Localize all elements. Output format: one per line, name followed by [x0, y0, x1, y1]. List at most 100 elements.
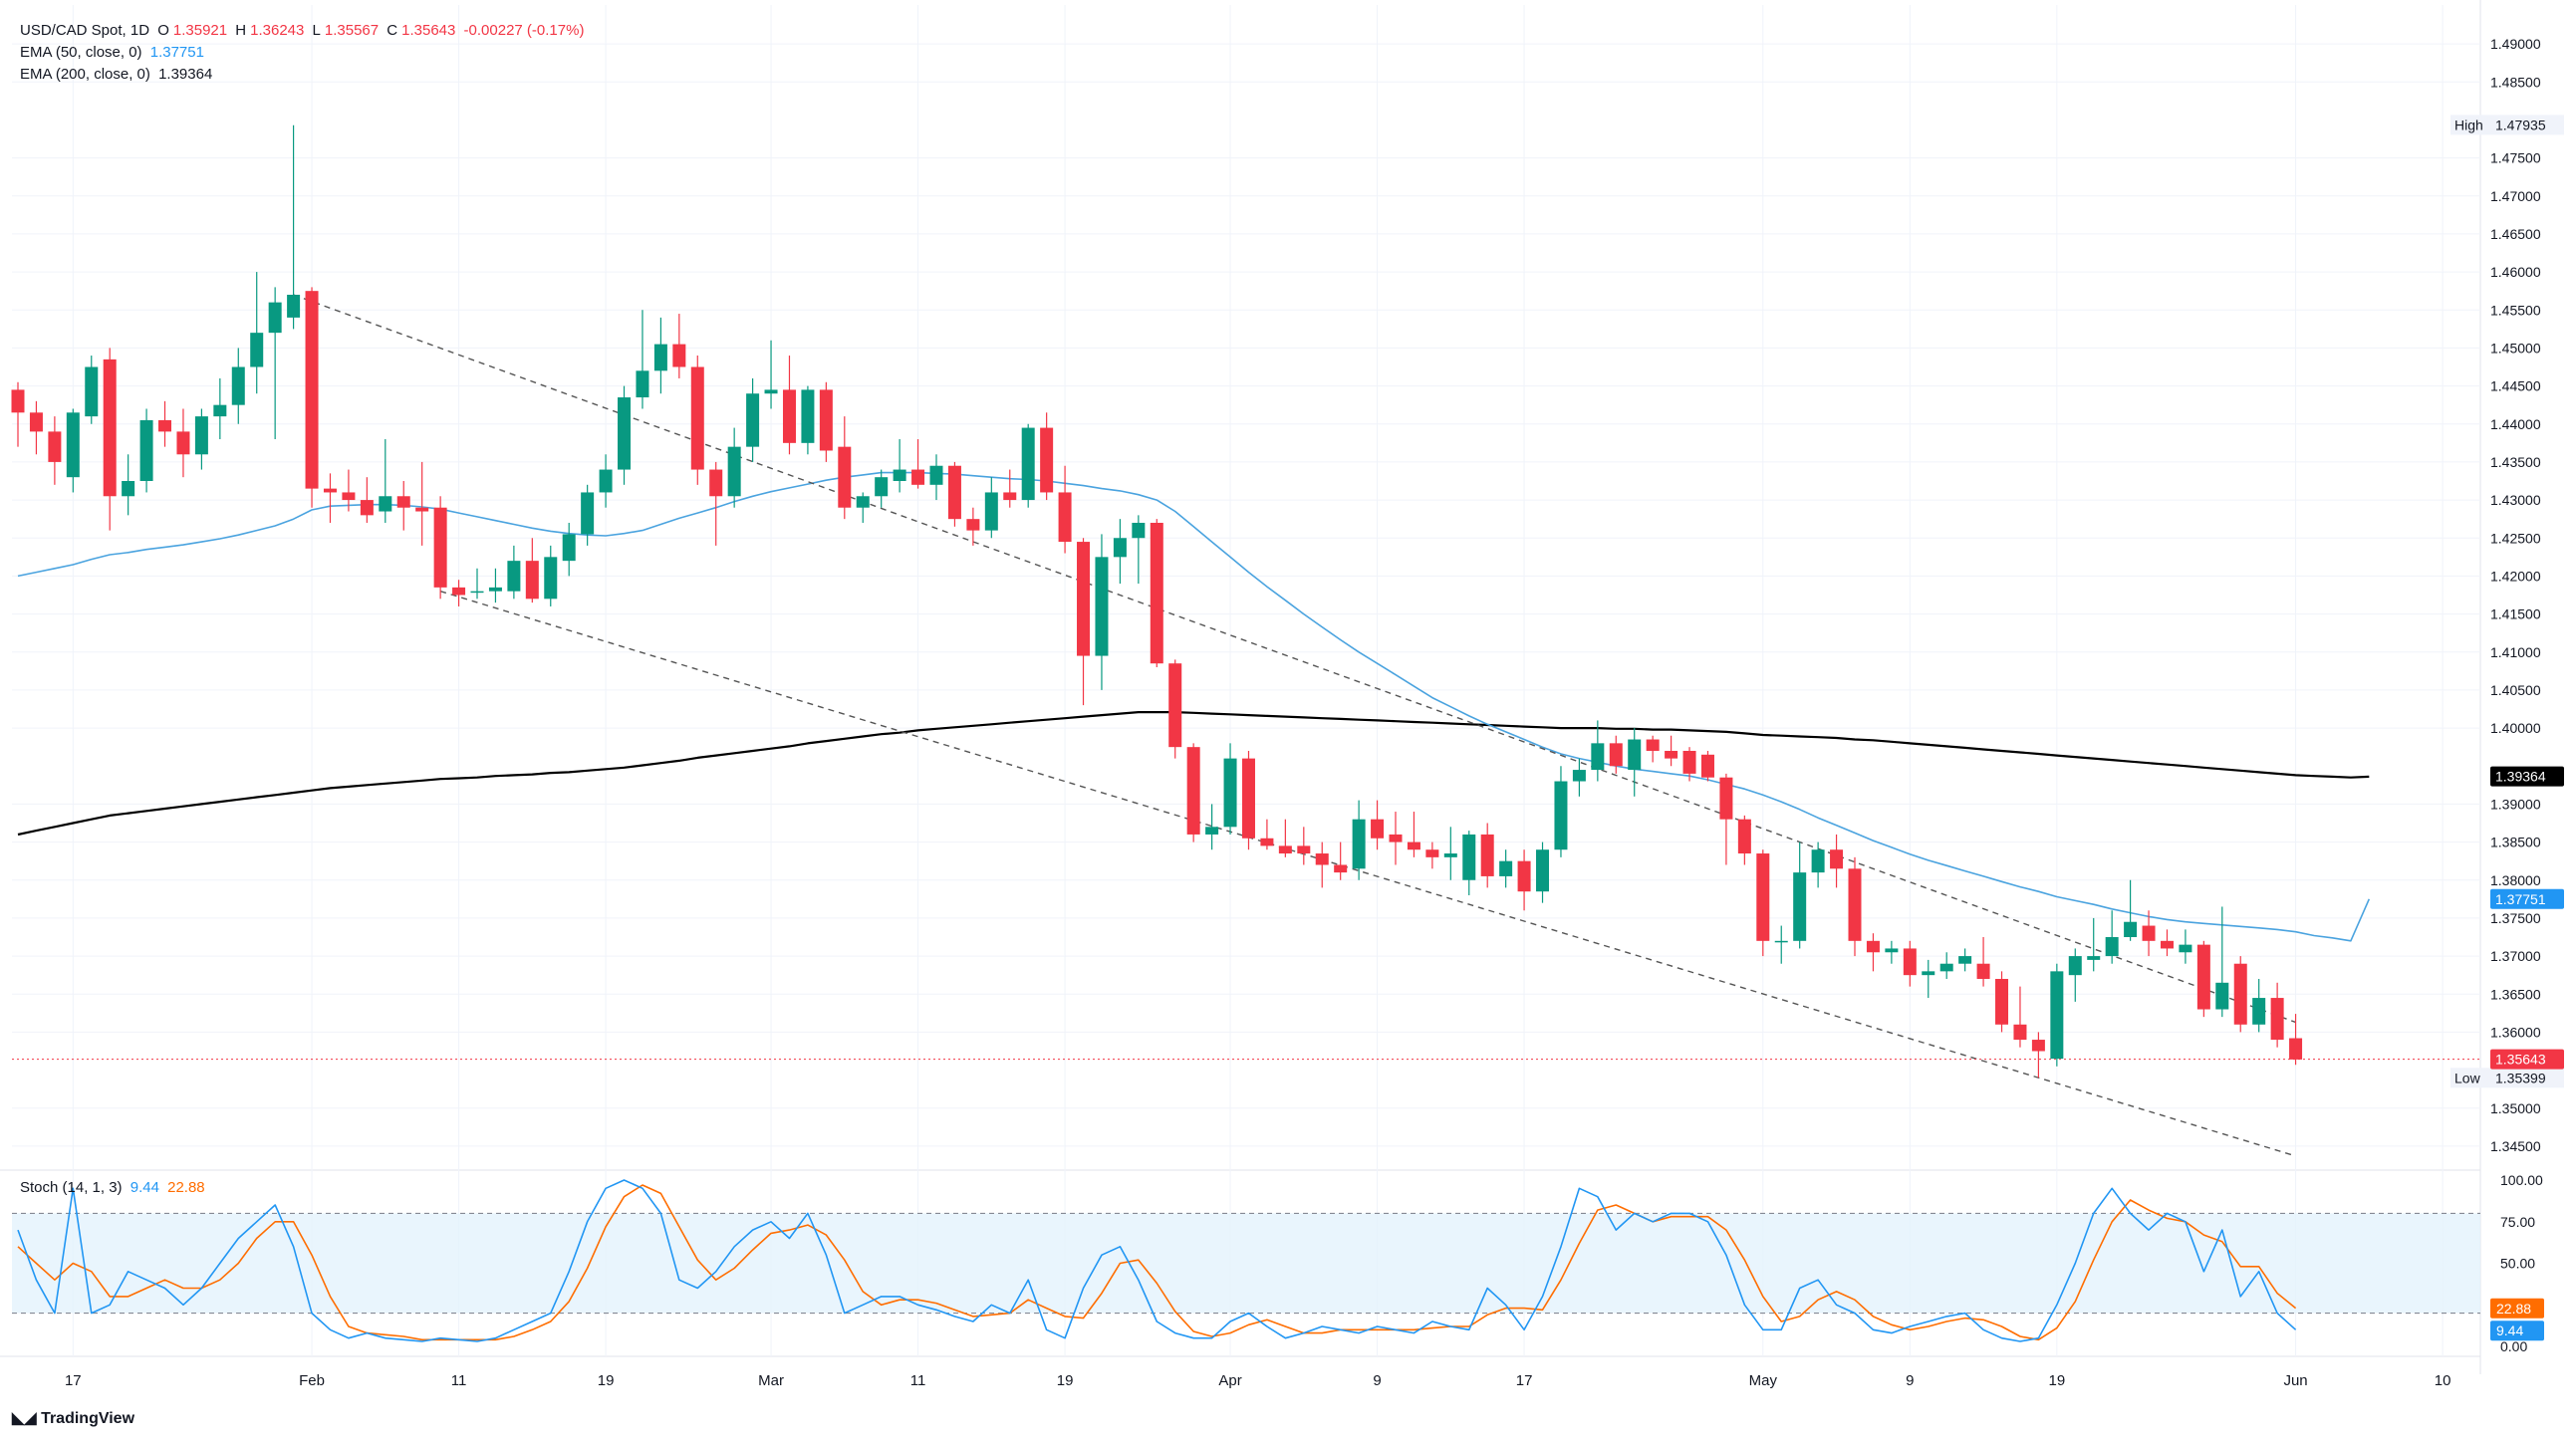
price-tick-label: 1.45000: [2490, 340, 2541, 356]
legend-ema50: EMA (50, close, 0) 1.37751: [20, 44, 208, 61]
candle-body: [176, 431, 190, 455]
candle-body: [2160, 940, 2174, 949]
candles-layer: [11, 124, 2303, 1079]
tradingview-logo-text: TradingView: [41, 1410, 135, 1427]
stoch-tick-label: 75.00: [2500, 1214, 2535, 1230]
candle-body: [893, 469, 906, 481]
candle-body: [1297, 845, 1311, 854]
legend-close-label: C: [386, 22, 398, 39]
price-tick-label: 1.41000: [2490, 644, 2541, 660]
candle-body: [2233, 963, 2247, 1025]
price-tick-label: 1.40500: [2490, 682, 2541, 698]
candle-body: [1646, 739, 1660, 751]
candle-body: [838, 446, 852, 508]
candle-body: [746, 393, 760, 447]
last-price-label-bg: [2490, 1049, 2564, 1070]
candle-body: [801, 389, 815, 443]
candle-body: [323, 488, 337, 493]
time-tick-label: 17: [1516, 1372, 1533, 1389]
legend-stoch-d: 22.88: [167, 1179, 205, 1196]
candle-body: [1939, 963, 1953, 972]
candle-body: [1572, 770, 1586, 782]
price-tick-label: 1.36000: [2490, 1024, 2541, 1040]
candle-body: [103, 359, 117, 497]
price-tick-label: 1.41500: [2490, 606, 2541, 622]
time-tick-label: 9: [1906, 1372, 1914, 1389]
candle-body: [525, 561, 539, 600]
candle-body: [1976, 963, 1990, 979]
ema50-price-label-bg: [2490, 888, 2564, 909]
candle-body: [1241, 758, 1255, 839]
candle-body: [1922, 971, 1935, 976]
price-tick-label: 1.34500: [2490, 1138, 2541, 1154]
candle-body: [360, 500, 374, 516]
legend-low-label: L: [312, 22, 321, 39]
candle-body: [507, 561, 521, 592]
candle-body: [581, 492, 595, 535]
candle-body: [2068, 956, 2082, 976]
price-tick-label: 1.40000: [2490, 720, 2541, 736]
candle-body: [1260, 838, 1274, 846]
price-tick-label: 1.43000: [2490, 492, 2541, 508]
candle-body: [1811, 849, 1825, 873]
candle-body: [66, 412, 80, 478]
candle-body: [2289, 1038, 2303, 1060]
candle-body: [433, 507, 447, 588]
candle-body: [929, 465, 943, 485]
candle-body: [653, 344, 667, 371]
candle-body: [139, 419, 153, 481]
time-tick-label: 11: [451, 1372, 467, 1389]
price-tick-label: 1.37500: [2490, 910, 2541, 926]
candle-body: [911, 469, 925, 485]
price-tick-label: 1.45500: [2490, 302, 2541, 318]
candle-body: [1021, 427, 1035, 501]
legend-low: 1.35567: [324, 22, 380, 39]
stoch-tick-label: 50.00: [2500, 1256, 2535, 1272]
candle-body: [1554, 781, 1568, 850]
candle-body: [1848, 868, 1862, 941]
legend-ema200: EMA (200, close, 0) 1.39364: [20, 66, 216, 83]
candle-body: [342, 492, 356, 501]
tradingview-logo[interactable]: ◣◢ TradingView: [12, 1408, 134, 1428]
time-tick-label: Mar: [758, 1372, 784, 1389]
candle-body: [287, 294, 301, 318]
price-tick-label: 1.44000: [2490, 416, 2541, 432]
candle-body: [1793, 872, 1807, 941]
candle-body: [1223, 758, 1237, 828]
stoch-tick-label: 100.00: [2500, 1172, 2543, 1188]
ema50-price-label: 1.37751: [2495, 891, 2546, 907]
time-tick-label: Jun: [2283, 1372, 2307, 1389]
legend-change: -0.00227 (-0.17%): [463, 22, 585, 39]
time-tick-label: Apr: [1218, 1372, 1241, 1389]
candle-body: [268, 302, 282, 334]
candle-body: [1132, 522, 1146, 539]
legend-ema50-value: 1.37751: [149, 44, 204, 61]
candle-body: [690, 366, 704, 470]
legend-ema200-value: 1.39364: [158, 66, 213, 83]
stoch-band-fill: [12, 1213, 2480, 1314]
candle-body: [1371, 819, 1385, 839]
price-tick-label: 1.42500: [2490, 530, 2541, 546]
time-tick-label: May: [1749, 1372, 1778, 1389]
time-tick-label: 9: [1373, 1372, 1381, 1389]
price-tick-label: 1.49000: [2490, 36, 2541, 52]
candle-body: [1830, 849, 1844, 869]
candle-body: [213, 404, 227, 417]
candle-body: [452, 587, 466, 596]
candle-body: [1168, 663, 1182, 748]
candle-body: [1077, 542, 1091, 656]
candle-body: [1517, 860, 1531, 892]
candle-body: [2142, 925, 2156, 941]
tradingview-logo-icon: ◣◢: [12, 1410, 37, 1427]
candle-body: [2270, 998, 2284, 1041]
price-labels-layer: High 1.47935 Low 1.35399 1.35643 1.39364 1.377…: [2450, 115, 2564, 1341]
candle-body: [875, 477, 889, 497]
price-tick-label: 1.46000: [2490, 264, 2541, 280]
candle-body: [1278, 845, 1292, 854]
stoch-d-tag: 22.88: [2496, 1301, 2531, 1317]
candle-body: [305, 291, 319, 489]
price-tick-label: 1.46500: [2490, 226, 2541, 242]
legend-symbol: USD/CAD Spot, 1D: [20, 22, 150, 39]
candle-body: [1003, 492, 1017, 501]
